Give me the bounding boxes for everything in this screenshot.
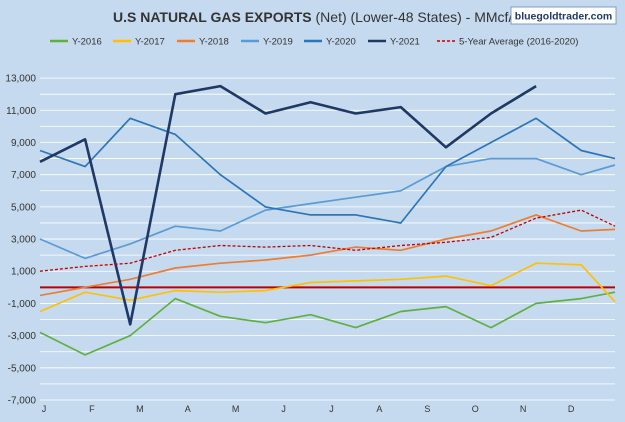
legend-label-y-2018: Y-2018 [199,37,229,48]
y-tick-label: 7,000 [11,170,36,181]
x-tick-label: A [376,404,382,414]
y-tick-label: 5,000 [11,202,36,213]
x-tick-label: S [424,404,430,414]
y-tick-label: 3,000 [11,235,36,246]
x-tick-label: A [185,404,191,414]
x-tick-label: J [329,404,334,414]
gridlines [40,77,615,401]
series-line-y-2016 [39,291,616,356]
x-tick-label: M [232,404,240,414]
x-tick-label: O [472,404,479,414]
y-tick-label: 9,000 [11,138,36,149]
plot-area [39,84,616,356]
x-tick-label: D [568,404,575,414]
x-tick-label: F [89,404,95,414]
y-tick-label: 1,000 [11,267,36,278]
series-line-y-2021 [39,84,537,326]
legend-label-y-2020: Y-2020 [326,37,356,48]
x-tick-label: J [42,404,47,414]
watermark-box [510,6,617,25]
y-tick-label: -7,000 [8,396,37,407]
x-tick-label: J [281,404,286,414]
legend-label-5-year-average-2016-2020: 5-Year Average (2016-2020) [459,37,578,48]
y-tick-label: 11,000 [6,106,36,117]
chart-title: U.S NATURAL GAS EXPORTS (Net) (Lower-48 … [113,9,520,25]
y-axis: 13,000 11,000 9,000 7,000 5,000 3,000 1,000 -1,… [5,74,36,407]
series-line-y-2017 [39,262,616,313]
legend-label-y-2016: Y-2016 [72,37,102,48]
x-tick-label: N [520,404,527,414]
series-line-5-year-average-2016-2020 [39,209,616,272]
legend-label-y-2019: Y-2019 [263,37,293,48]
series-line-y-2020 [39,117,616,224]
legend-label-y-2021: Y-2021 [390,37,420,48]
legend: Y-2016 Y-2017 Y-2018 Y-2019 Y-2020 Y-2021 5-Ye… [50,37,578,48]
watermark: bluegoldtrader.com [515,11,612,23]
series-line-y-2018 [39,214,616,297]
y-tick-label: 13,000 [5,74,36,85]
y-tick-label: -3,000 [8,331,37,342]
legend-label-y-2017: Y-2017 [135,37,165,48]
y-tick-label: -5,000 [8,363,37,374]
y-tick-label: -1,000 [8,299,37,310]
series-line-y-2019 [39,157,616,260]
x-tick-label: M [136,404,144,414]
